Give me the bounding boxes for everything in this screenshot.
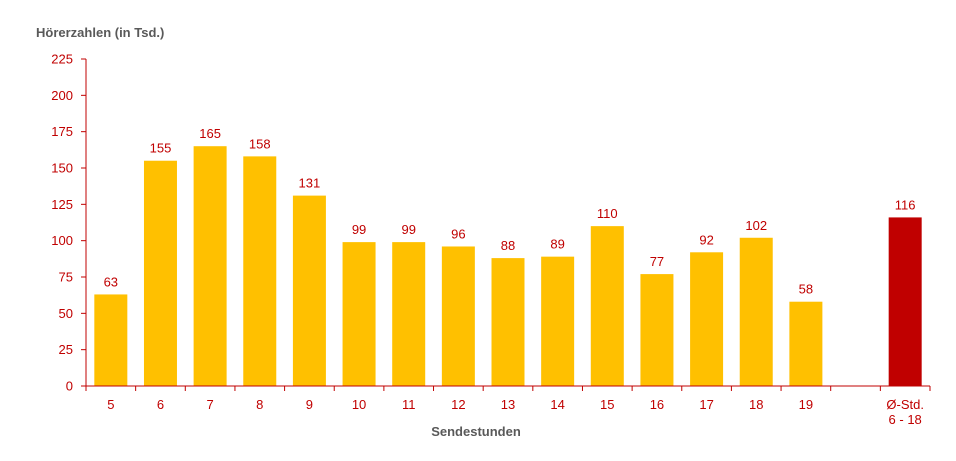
- data-label: 88: [501, 238, 515, 253]
- data-label: 77: [650, 254, 664, 269]
- x-tick-label: 8: [256, 397, 263, 412]
- data-label: 99: [352, 222, 366, 237]
- data-label: 92: [699, 232, 713, 247]
- x-tick-label: 18: [749, 397, 763, 412]
- bar: [690, 252, 724, 386]
- y-tick-label: 225: [51, 52, 73, 67]
- bar: [94, 294, 128, 386]
- x-tick-label: 19: [799, 397, 813, 412]
- data-label: 99: [401, 222, 415, 237]
- data-label: 63: [104, 274, 118, 289]
- x-axis-title: Sendestunden: [431, 424, 521, 439]
- bar: [739, 237, 773, 386]
- bars: [94, 146, 922, 386]
- data-label: 131: [299, 176, 321, 191]
- x-tick-label: 14: [550, 397, 564, 412]
- data-label: 158: [249, 136, 271, 151]
- x-tick-label: 16: [650, 397, 664, 412]
- y-tick-label: 75: [59, 270, 73, 285]
- x-axis: 5 6 7 8 9 10 11 12 13 14 15 16 17 18 19 Ø-Std.6 - 18: [85, 385, 931, 427]
- y-tick-label: 150: [51, 161, 73, 176]
- x-tick-label: 5: [107, 397, 114, 412]
- x-tick-label: 9: [306, 397, 313, 412]
- bar: [640, 274, 674, 386]
- bar: [789, 301, 823, 386]
- data-label: 58: [799, 282, 813, 297]
- y-axis: 0 25 50 75 100 125 150 175 200 225: [51, 52, 87, 394]
- bar: [392, 242, 426, 386]
- y-tick-label: 200: [51, 88, 73, 103]
- data-label: 110: [597, 206, 618, 221]
- data-label: 155: [150, 141, 172, 156]
- bar: [441, 246, 475, 386]
- data-label: 116: [895, 197, 916, 212]
- data-label: 89: [550, 237, 564, 252]
- x-tick-label: 11: [402, 397, 416, 412]
- x-tick-label: 15: [600, 397, 614, 412]
- x-tick-label: 7: [207, 397, 214, 412]
- bar: [143, 160, 177, 386]
- bar: [342, 242, 376, 386]
- x-tick-label: Ø-Std.: [886, 397, 924, 412]
- x-tick-label: 17: [699, 397, 713, 412]
- y-tick-label: 25: [59, 342, 73, 357]
- y-axis-title: Hörerzahlen (in Tsd.): [36, 25, 165, 40]
- x-tick-label: 10: [352, 397, 366, 412]
- x-tick-label: 6 - 18: [889, 412, 922, 427]
- value-labels: 63 155 165 158 131 99 99 96 88 89 110 77 92 102 58 116: [104, 126, 916, 297]
- bar: [193, 146, 227, 386]
- y-tick-label: 50: [59, 306, 73, 321]
- bar: [541, 256, 575, 386]
- x-tick-label: 6: [157, 397, 164, 412]
- y-tick-label: 125: [51, 197, 73, 212]
- y-tick-label: 0: [66, 379, 73, 394]
- data-label: 165: [199, 126, 221, 141]
- bar: [590, 226, 624, 386]
- data-label: 96: [451, 226, 465, 241]
- x-tick-label: 13: [501, 397, 515, 412]
- x-tick-label: 12: [451, 397, 465, 412]
- y-tick-label: 175: [51, 124, 73, 139]
- bar: [292, 195, 326, 386]
- y-tick-label: 100: [51, 233, 73, 248]
- average-bar: [888, 217, 922, 386]
- data-label: 102: [745, 218, 767, 233]
- bar: [491, 258, 525, 386]
- bar: [243, 156, 277, 386]
